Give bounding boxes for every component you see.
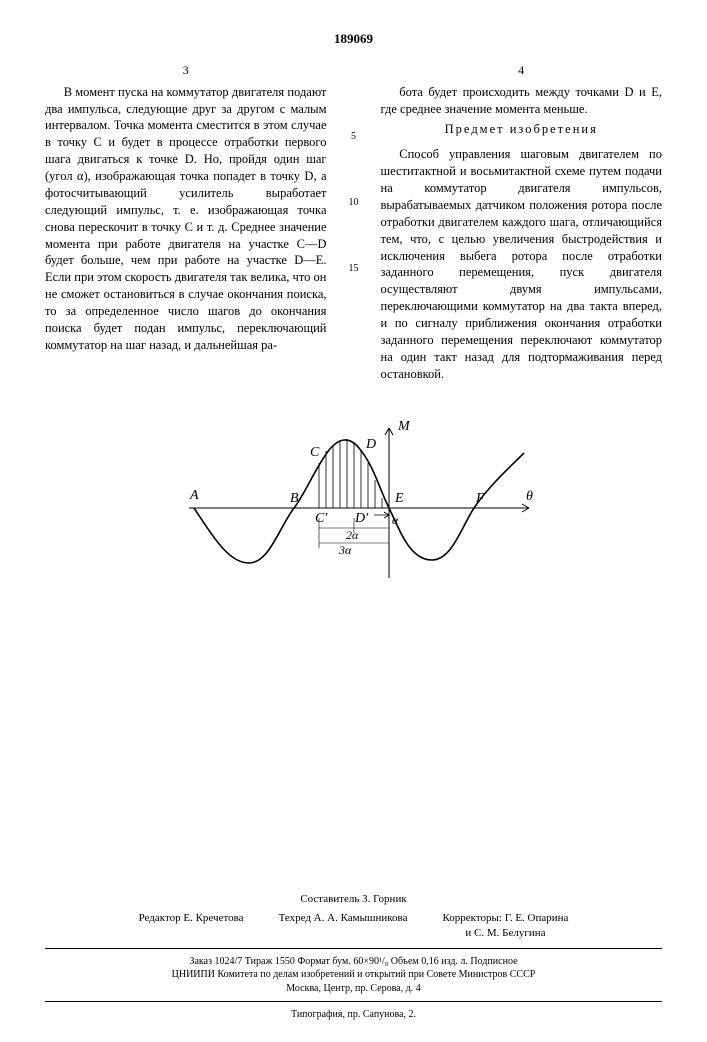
left-column: 3 В момент пуска на коммутатор двигателя… xyxy=(45,62,327,383)
ruler-10: 10 xyxy=(347,198,361,208)
columns: 3 В момент пуска на коммутатор двигателя… xyxy=(45,62,662,383)
svg-text:F: F xyxy=(475,491,485,506)
figure: A B C D E F M C′ D′ θ° α 2α3α xyxy=(45,408,662,613)
doc-number: 189069 xyxy=(45,30,662,48)
right-column: 4 бота будет происходить между точками D… xyxy=(381,62,663,383)
divider-2 xyxy=(45,1001,662,1002)
page-num-left: 3 xyxy=(45,62,327,78)
svg-text:D: D xyxy=(365,437,376,452)
correctors: Корректоры: Г. Е. Опарина и С. М. Белуги… xyxy=(442,911,568,942)
svg-text:θ°: θ° xyxy=(526,489,534,504)
torque-curve-svg: A B C D E F M C′ D′ θ° α 2α3α xyxy=(174,408,534,608)
corr2: и С. М. Белугина xyxy=(465,927,545,939)
svg-text:M: M xyxy=(397,419,411,434)
svg-text:C: C xyxy=(310,445,320,460)
compiler: Составитель З. Горник xyxy=(45,892,662,907)
svg-text:C′: C′ xyxy=(315,511,328,526)
left-paragraph: В момент пуска на коммутатор двигателя п… xyxy=(45,84,327,354)
subject-heading: Предмет изобретения xyxy=(381,121,663,138)
right-top-para: бота будет происходить между точками D и… xyxy=(381,84,663,118)
ruler-5: 5 xyxy=(347,132,361,142)
right-body-para: Способ управления шаговым двигателем по … xyxy=(381,146,663,382)
footer-l4: Типография, пр. Сапунова, 2. xyxy=(45,1008,662,1022)
line-ruler: 5 10 15 xyxy=(347,62,361,383)
svg-text:D′: D′ xyxy=(354,511,369,526)
editor: Редактор Е. Кречетова xyxy=(139,911,244,942)
svg-text:A: A xyxy=(189,488,199,503)
footer-l3: Москва, Центр, пр. Серова, д. 4 xyxy=(45,982,662,996)
techred: Техред А. А. Камышникова xyxy=(279,911,408,942)
svg-text:α: α xyxy=(392,513,399,527)
svg-text:E: E xyxy=(394,491,404,506)
divider-1 xyxy=(45,948,662,949)
svg-text:2α: 2α xyxy=(346,528,359,542)
footer-l1: Заказ 1024/7 Тираж 1550 Формат бум. 60×9… xyxy=(45,955,662,969)
credits-block: Составитель З. Горник Редактор Е. Кречет… xyxy=(45,892,662,1021)
footer-l2: ЦНИИПИ Комитета по делам изобретений и о… xyxy=(45,968,662,982)
footer: Заказ 1024/7 Тираж 1550 Формат бум. 60×9… xyxy=(45,955,662,1022)
svg-text:B: B xyxy=(290,491,299,506)
ruler-15: 15 xyxy=(347,264,361,274)
svg-text:3α: 3α xyxy=(338,543,352,557)
corr1: Корректоры: Г. Е. Опарина xyxy=(442,912,568,924)
page-num-right: 4 xyxy=(381,62,663,78)
